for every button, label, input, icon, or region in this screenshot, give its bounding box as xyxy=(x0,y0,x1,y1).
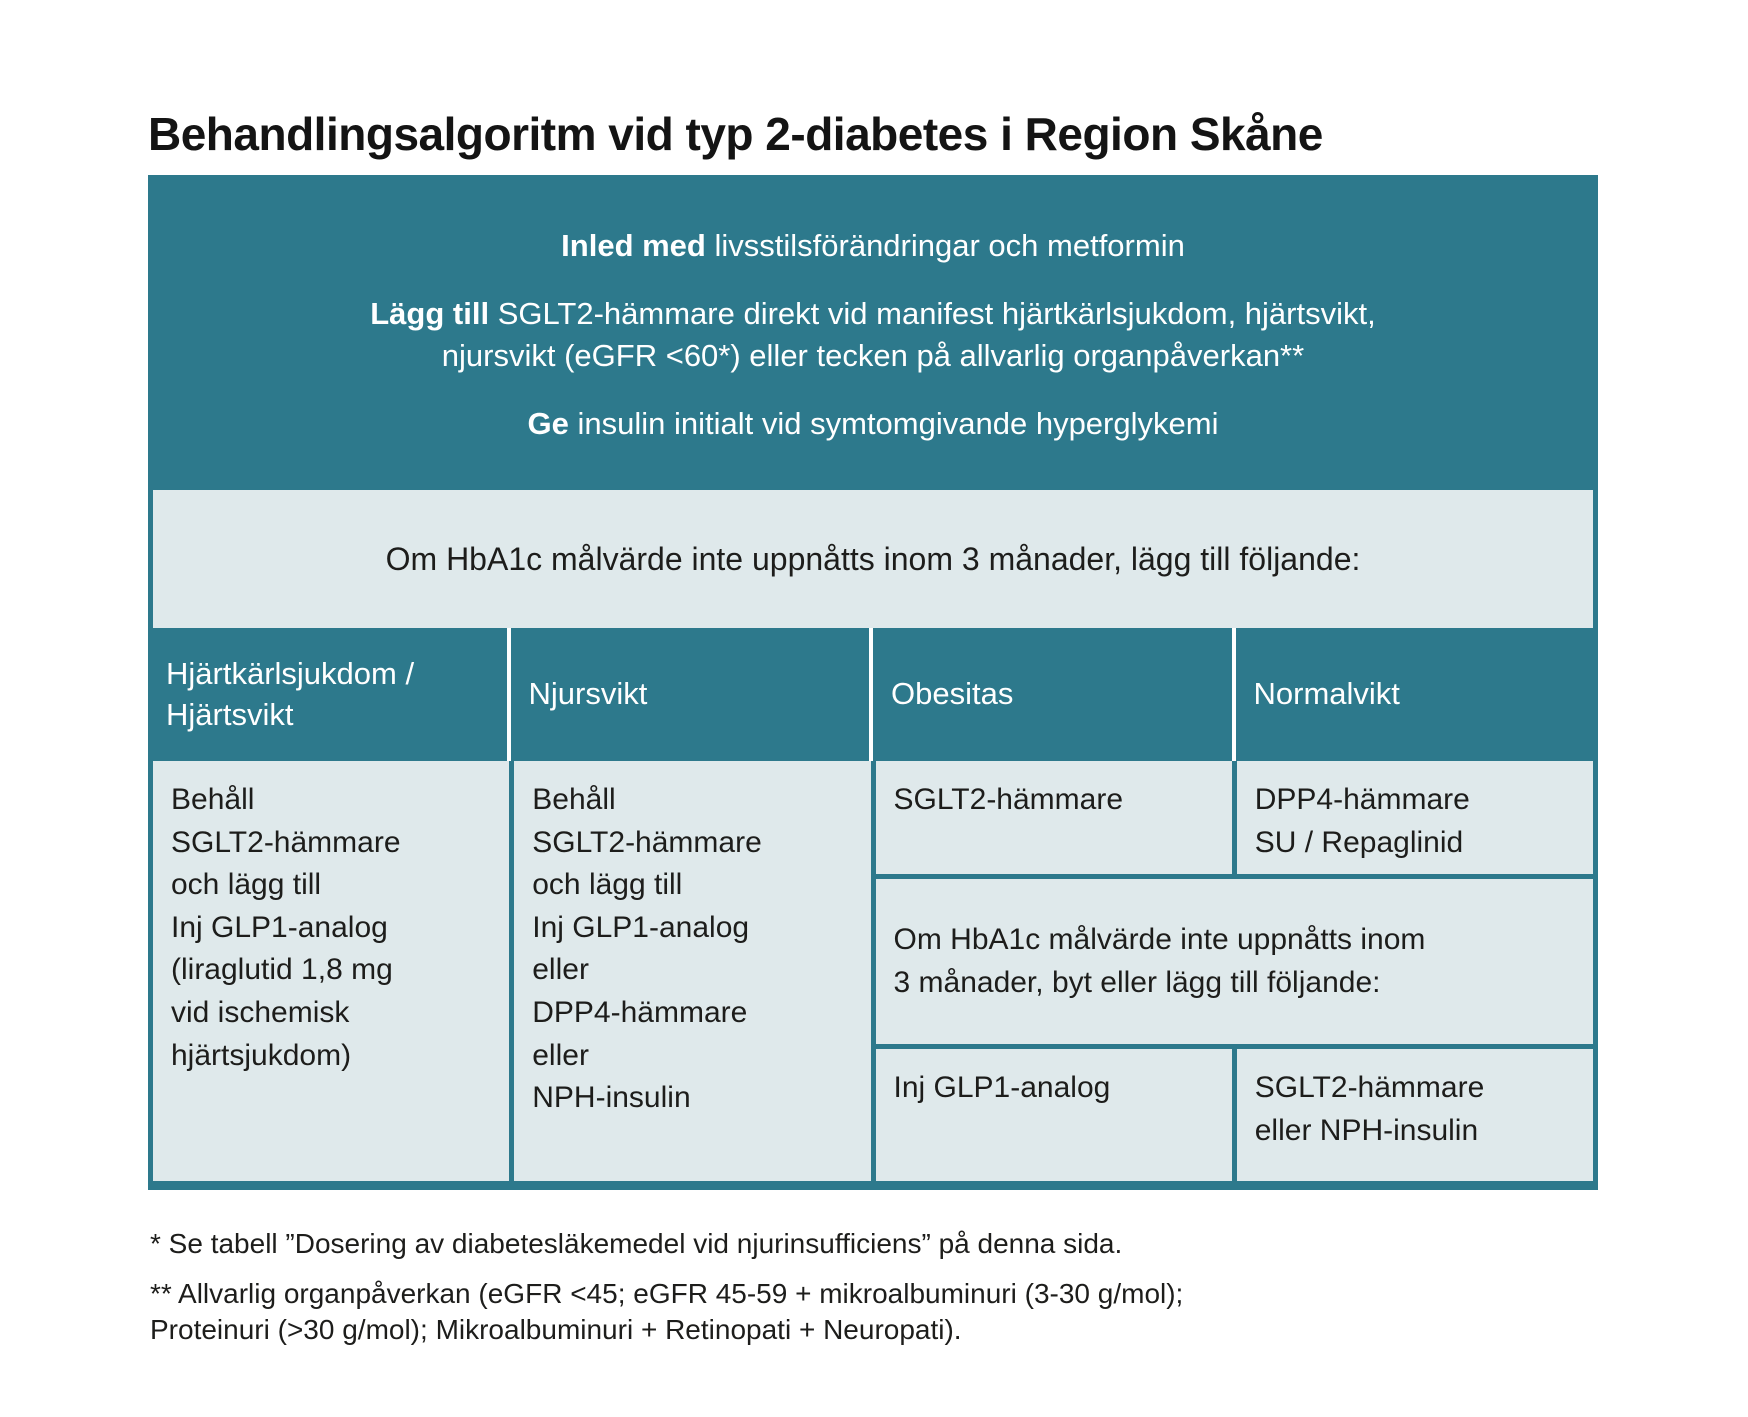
column-header-renal: Njursvikt xyxy=(511,628,873,761)
intro-step-insulin-lead: Ge xyxy=(527,405,569,441)
intro-step-add-sglt2-text: SGLT2-hämmare direkt vid manifest hjärtk… xyxy=(441,295,1376,373)
page-title: Behandlingsalgoritm vid typ 2-diabetes i… xyxy=(148,107,1323,160)
cell-obesity-first-line: SGLT2-hämmare xyxy=(875,761,1232,874)
cell-renal-treatment: Behåll SGLT2-hämmare och lägg till Inj G… xyxy=(514,761,871,1181)
footnote-dosing-table: * Se tabell ”Dosering av diabetesläkemed… xyxy=(150,1228,1123,1259)
intro-section: Inled med livsstilsförändringar och metf… xyxy=(148,175,1598,490)
intro-step-add-sglt2-lead: Lägg till xyxy=(370,295,490,331)
cell-escalation-note: Om HbA1c målvärde inte uppnåtts inom 3 m… xyxy=(875,879,1593,1044)
treatment-algorithm-block: Inled med livsstilsförändringar och metf… xyxy=(148,175,1598,1190)
intro-step-insulin-text: insulin initialt vid symtomgivande hyper… xyxy=(568,405,1219,441)
column-header-normal-weight: Normalvikt xyxy=(1253,676,1400,712)
intro-step-initiate-text: livsstilsförändringar och metformin xyxy=(705,228,1185,263)
footnote-organ-damage: ** Allvarlig organpåverkan (eGFR <45; eG… xyxy=(150,1278,1184,1346)
intro-step-initiate: Inled med livsstilsförändringar och metf… xyxy=(218,225,1528,267)
intro-step-initiate-lead: Inled med xyxy=(561,228,706,263)
cell-normal-weight-second-line: SGLT2-hämmare eller NPH-insulin xyxy=(1236,1049,1593,1181)
column-header-cvd-hf: Hjärtkärlsjukdom / Hjärtsvikt xyxy=(148,628,511,761)
cell-cvd-hf-treatment: Behåll SGLT2-hämmare och lägg till Inj G… xyxy=(153,761,510,1181)
cell-normal-weight-first-line: DPP4-hämmare SU / Repaglinid xyxy=(1236,761,1593,874)
hba1c-escalation-band: Om HbA1c målvärde inte uppnåtts inom 3 m… xyxy=(153,490,1593,628)
column-header-obesity: Obesitas xyxy=(873,628,1236,761)
intro-step-insulin: Ge insulin initialt vid symtomgivande hy… xyxy=(218,403,1528,445)
intro-step-add-sglt2: Lägg till SGLT2-hämmare direkt vid manif… xyxy=(218,293,1528,377)
table-header-row: Hjärtkärlsjukdom / Hjärtsvikt Njursvikt … xyxy=(148,628,1598,761)
table-body: Behåll SGLT2-hämmare och lägg till Inj G… xyxy=(148,761,1598,1186)
cell-obesity-second-line: Inj GLP1-analog xyxy=(875,1049,1232,1181)
